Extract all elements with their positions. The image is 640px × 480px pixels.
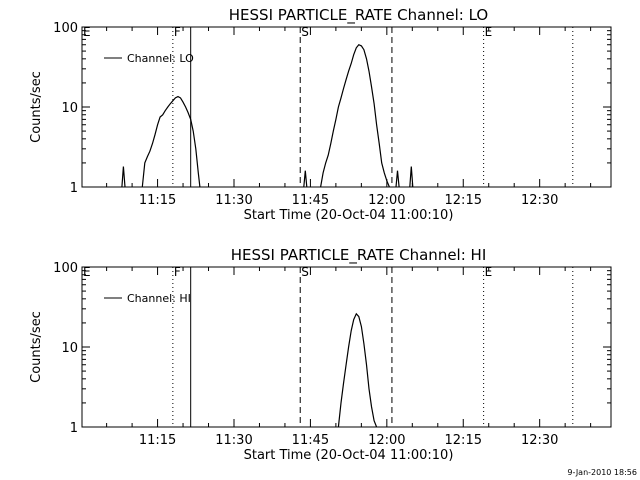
series-line-segment bbox=[141, 95, 201, 188]
x-tick-label: 11:30 bbox=[215, 433, 252, 448]
event-marker-label: F bbox=[174, 25, 181, 39]
y-tick-label: 1 bbox=[70, 421, 78, 436]
y-tick-label: 10 bbox=[61, 101, 78, 116]
legend-entry: Channel: HI bbox=[127, 292, 191, 305]
x-tick-label: 11:15 bbox=[139, 433, 176, 448]
chart-title: HESSI PARTICLE_RATE Channel: HI bbox=[231, 246, 487, 265]
event-marker-label: E bbox=[83, 265, 91, 279]
x-tick-label: 12:15 bbox=[445, 193, 482, 208]
plot-frame bbox=[81, 266, 612, 428]
y-axis-label: Counts/sec bbox=[29, 71, 44, 143]
y-axis-label: Counts/sec bbox=[29, 311, 44, 383]
x-tick-label: 12:00 bbox=[368, 433, 405, 448]
x-axis-label: Start Time (20-Oct-04 11:00:10) bbox=[244, 208, 454, 223]
event-marker-label: E bbox=[485, 25, 493, 39]
series-line-segment bbox=[121, 166, 126, 188]
series-line-segment bbox=[395, 170, 400, 188]
y-tick-label: 100 bbox=[53, 261, 78, 276]
x-tick-label: 12:30 bbox=[521, 193, 558, 208]
y-tick-label: 100 bbox=[53, 21, 78, 36]
series-line-segment bbox=[409, 166, 414, 188]
x-tick-label: 12:00 bbox=[368, 193, 405, 208]
legend-entry: Channel: LO bbox=[127, 52, 194, 65]
x-tick-label: 11:45 bbox=[292, 433, 329, 448]
event-marker-label: E bbox=[485, 265, 493, 279]
x-tick-label: 11:15 bbox=[139, 193, 176, 208]
x-tick-label: 12:30 bbox=[521, 433, 558, 448]
event-marker-label: S bbox=[301, 265, 309, 279]
x-tick-label: 12:15 bbox=[445, 433, 482, 448]
series-line-segment bbox=[303, 170, 308, 188]
chart-panel-2: HESSI PARTICLE_RATE Channel: HI 1 10 100 11:… bbox=[29, 246, 612, 463]
x-tick-label: 11:45 bbox=[292, 193, 329, 208]
event-marker-label: S bbox=[301, 25, 309, 39]
chart-panel-1: HESSI PARTICLE_RATE Channel: LO 1 10 100 11:… bbox=[29, 6, 612, 223]
x-axis-label: Start Time (20-Oct-04 11:00:10) bbox=[244, 448, 454, 463]
series-line-segment bbox=[337, 312, 378, 428]
event-marker-label: E bbox=[83, 25, 91, 39]
chart-title: HESSI PARTICLE_RATE Channel: LO bbox=[229, 6, 488, 25]
y-tick-label: 1 bbox=[70, 181, 78, 196]
event-marker-label: F bbox=[174, 265, 181, 279]
series-line-segment bbox=[320, 43, 390, 188]
plot-frame bbox=[81, 26, 612, 188]
y-tick-label: 10 bbox=[61, 341, 78, 356]
plot-timestamp: 9-Jan-2010 18:56 bbox=[567, 468, 637, 477]
x-tick-label: 11:30 bbox=[215, 193, 252, 208]
